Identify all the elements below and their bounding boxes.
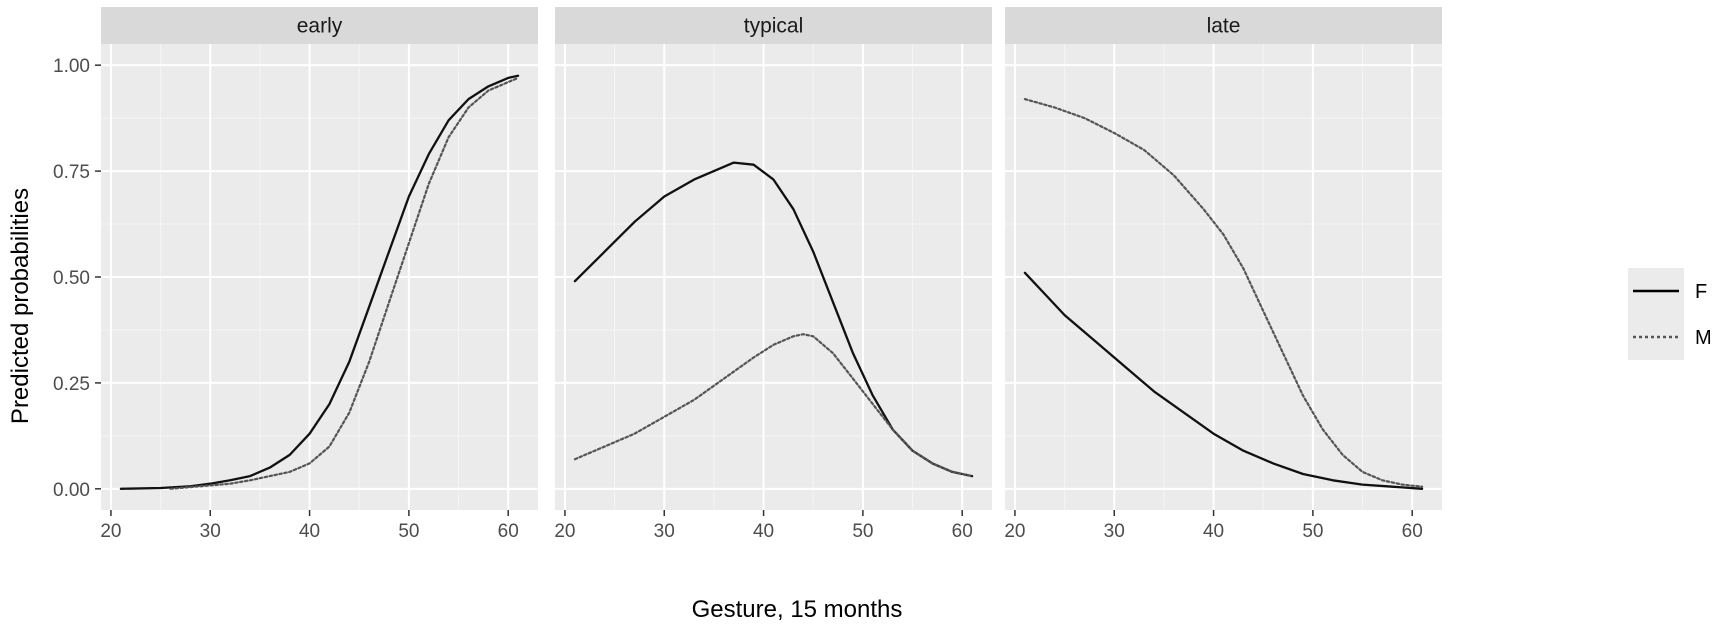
x-tick-label: 60 xyxy=(1402,521,1423,542)
facet-early: early xyxy=(101,7,538,510)
x-tick-label: 50 xyxy=(398,521,419,542)
y-axis-title: Predicted probabilities xyxy=(7,188,34,424)
legend: F M xyxy=(1628,268,1712,360)
facet-strip-late xyxy=(1005,7,1442,44)
facet-strip-typical xyxy=(555,7,992,44)
x-tick-label: 60 xyxy=(498,521,519,542)
x-tick-label: 20 xyxy=(554,521,575,542)
facet-late: late xyxy=(1005,7,1442,510)
x-tick-label: 20 xyxy=(1004,521,1025,542)
x-tick-label: 30 xyxy=(1104,521,1125,542)
series-line-late-f xyxy=(1023,271,1424,490)
x-tick-label: 60 xyxy=(952,521,973,542)
y-tick-label: 1.00 xyxy=(53,56,90,77)
x-tick-label: 30 xyxy=(654,521,675,542)
legend-label-m: M xyxy=(1695,327,1712,349)
facet-strip-label-early: early xyxy=(297,15,343,38)
x-tick-label: 40 xyxy=(753,521,774,542)
legend-label-f: F xyxy=(1695,281,1707,303)
x-axis-title: Gesture, 15 months xyxy=(692,596,903,623)
series-line-early-f xyxy=(119,74,520,490)
facet-strip-label-typical: typical xyxy=(744,15,804,38)
y-tick-label: 0.75 xyxy=(53,162,90,183)
series-line-late-m xyxy=(1023,97,1424,488)
legend-key-m-background xyxy=(1628,314,1684,360)
x-tick-label: 40 xyxy=(299,521,320,542)
facet-typical: typical xyxy=(555,7,992,510)
facets-layer: early typical late xyxy=(101,7,1442,510)
x-tick-label: 40 xyxy=(1203,521,1224,542)
series-line-typical-f xyxy=(573,161,974,478)
series-line-early-m xyxy=(169,76,520,490)
x-tick-label: 30 xyxy=(200,521,221,542)
axes-layer: 20 30 40 50 60 20 30 40 50 60 20 30 40 50 60 0.00 0.25 0.… xyxy=(53,56,1423,542)
x-tick-label: 50 xyxy=(852,521,873,542)
y-tick-label: 0.00 xyxy=(53,480,90,501)
y-tick-label: 0.50 xyxy=(53,268,90,289)
facet-strip-label-late: late xyxy=(1207,15,1241,38)
series-line-typical-m xyxy=(573,333,974,478)
facet-strip-early xyxy=(101,7,538,44)
x-tick-label: 50 xyxy=(1302,521,1323,542)
x-tick-label: 20 xyxy=(100,521,121,542)
y-tick-label: 0.25 xyxy=(53,374,90,395)
